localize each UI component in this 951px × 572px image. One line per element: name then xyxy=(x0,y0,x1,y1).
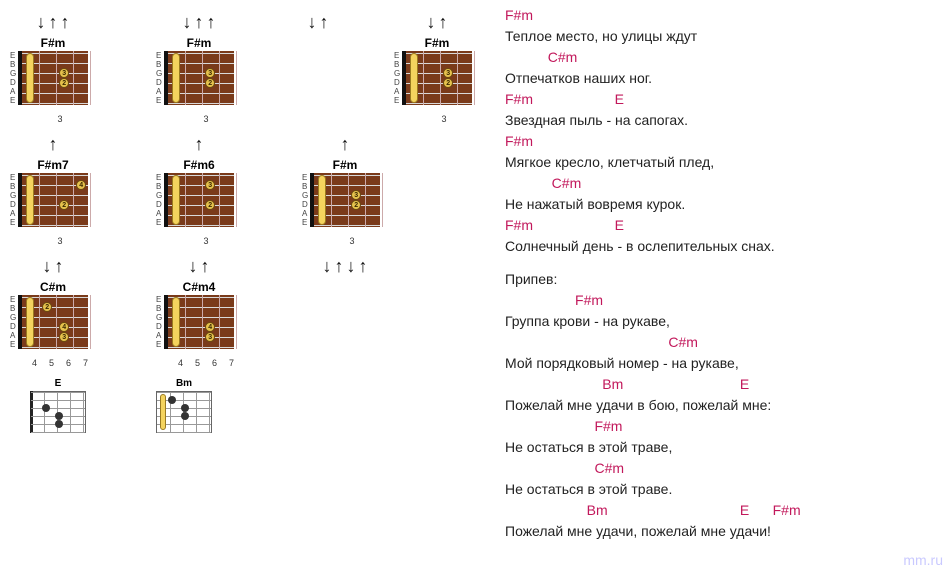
lyric-line: Мягкое кресло, клетчатый плед, xyxy=(505,152,935,173)
chord-annotation: F#m xyxy=(505,5,935,26)
chord-diagram-panel: ↓↑↑F#mEBGDAE323 ↓↑↑F#mEBGDAE323 ↓↑ ↓↑F#mEBG… xyxy=(10,10,480,433)
chord-annotation: C#m xyxy=(505,47,935,68)
lyric-line: Теплое место, но улицы ждут xyxy=(505,26,935,47)
lyric-line: Мой порядковый номер - на рукаве, xyxy=(505,353,935,374)
lyric-line: Пожелай мне удачи, пожелай мне удачи! xyxy=(505,521,935,542)
chord-cell: ↓↑F#mEBGDAE323 xyxy=(394,10,480,124)
chord-cell: ↓↑C#m4EBGDAE434567 xyxy=(156,254,242,368)
chord-annotation: C#m xyxy=(505,332,935,353)
watermark: mm.ru xyxy=(903,552,943,568)
chord-cell: ↑F#m6EBGDAE323 xyxy=(156,132,242,246)
chord-annotation: Bm E F#m xyxy=(505,500,935,521)
chord-cell: ↓↑↑F#mEBGDAE323 xyxy=(156,10,242,124)
chord-annotation: Bm E xyxy=(505,374,935,395)
lyric-line: Припев: xyxy=(505,269,935,290)
chord-annotation: F#m xyxy=(505,290,935,311)
lyric-line: Не нажатый вовремя курок. xyxy=(505,194,935,215)
chord-annotation: F#m E xyxy=(505,89,935,110)
lyric-line: Отпечатков наших ног. xyxy=(505,68,935,89)
chord-annotation: F#m xyxy=(505,416,935,437)
chord-annotation: F#m E xyxy=(505,215,935,236)
chord-cell: ↓↑ xyxy=(302,10,334,36)
lyric-line: Звездная пыль - на сапогах. xyxy=(505,110,935,131)
chord-annotation: F#m xyxy=(505,131,935,152)
chord-cell: ↓↑↑F#mEBGDAE323 xyxy=(10,10,96,124)
chord-cell: ↑F#m7EBGDAE423 xyxy=(10,132,96,246)
chord-cell: ↑F#mEBGDAE323 xyxy=(302,132,388,246)
lyric-line: Солнечный день - в ослепительных снах. xyxy=(505,236,935,257)
chord-annotation: C#m xyxy=(505,458,935,479)
chord-cell: ↓↑C#mEBGDAE2434567 xyxy=(10,254,96,368)
lyric-line: Пожелай мне удачи в бою, пожелай мне: xyxy=(505,395,935,416)
lyric-line: Не остаться в этой траве. xyxy=(505,479,935,500)
lyric-line: Не остаться в этой траве, xyxy=(505,437,935,458)
lyric-line: Группа крови - на рукаве, xyxy=(505,311,935,332)
chord-cell: ↓↑↓↑ xyxy=(302,254,388,280)
lyrics-panel: F#mТеплое место, но улицы ждут C#mОтпеча… xyxy=(505,5,935,542)
chord-annotation: C#m xyxy=(505,173,935,194)
